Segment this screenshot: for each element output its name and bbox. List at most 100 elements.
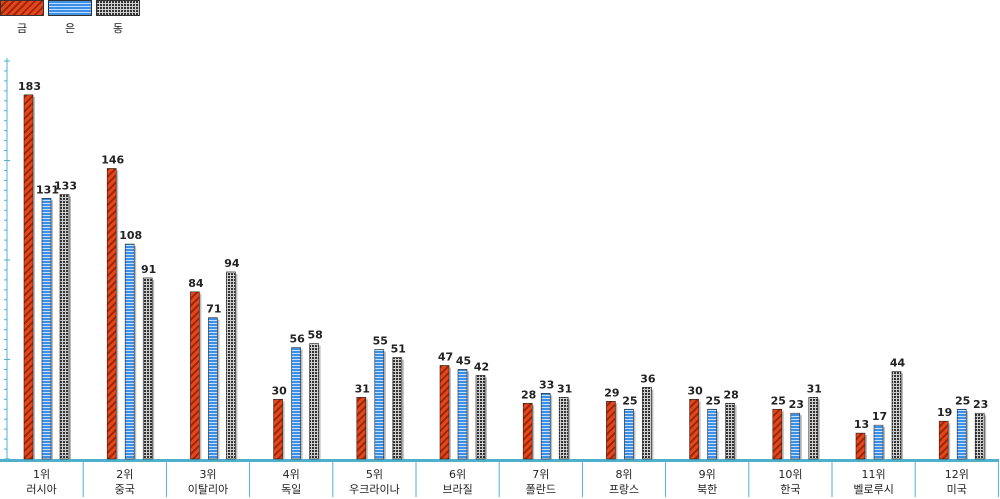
data-label-silver: 23 [789,398,804,411]
bar-silver [41,198,52,460]
bar-gold [273,398,283,460]
bar-silver [873,424,884,460]
data-label-bronze: 58 [307,329,322,342]
data-label-gold: 28 [521,388,536,401]
x-tick-rank: 5위 [366,468,383,481]
bars-layer [23,94,987,460]
bar-gold [689,398,699,460]
x-tick-country: 러시아 [26,483,56,496]
x-tick-country: 프랑스 [609,483,639,496]
bar-silver [624,408,634,460]
data-label-bronze: 51 [391,343,406,356]
x-tick-rank: 10위 [778,468,802,481]
bar-bronze [891,371,902,460]
legend-label-bronze: 동 [112,22,124,35]
bar-gold [855,432,866,460]
data-label-gold: 29 [604,386,619,399]
legend-label-silver: 은 [64,22,76,35]
x-tick-rank: 4위 [283,468,300,481]
data-label-gold: 183 [18,80,41,93]
data-label-gold: 25 [771,394,786,407]
legend-item-gold: 금 [0,0,44,36]
x-tick-country: 브라질 [442,483,472,496]
bar-bronze [974,412,985,460]
data-label-gold: 84 [188,277,204,290]
legend-swatch-gold [0,0,44,16]
bar-bronze [558,397,569,460]
x-tick-rank: 12위 [945,468,969,481]
bar-gold [606,400,616,460]
data-label-gold: 30 [687,384,703,397]
bar-gold [772,408,783,460]
axis-layer [0,58,999,497]
x-tick-rank: 1위 [33,468,50,481]
data-label-silver: 108 [119,229,142,242]
data-label-bronze: 44 [890,356,906,369]
data-label-gold: 47 [438,350,453,363]
x-tick-country: 중국 [115,483,135,496]
bar-bronze [59,194,70,460]
bar-bronze [642,387,652,460]
data-label-bronze: 28 [723,388,738,401]
bar-gold [938,420,949,460]
x-tick-country: 독일 [281,482,301,496]
x-tick-country: 벨로루시 [853,483,893,496]
data-label-silver: 45 [456,354,471,367]
legend-swatch-bronze [96,0,140,16]
data-label-bronze: 36 [640,372,656,385]
bar-bronze [475,375,486,460]
data-label-bronze: 133 [54,179,77,192]
x-tick-rank: 9위 [699,468,716,481]
bar-gold [522,402,533,460]
x-tick-rank: 2위 [116,468,133,481]
legend-label-gold: 금 [16,22,28,35]
x-tick-country: 한국 [780,483,800,496]
legend-item-silver: 은 [48,0,92,36]
x-tick-rank: 11위 [862,468,886,481]
x-tick-country: 이탈리아 [188,483,228,496]
x-tick-country: 우크라이나 [349,483,400,496]
bar-silver [291,347,301,460]
x-tick-country: 폴란드 [526,483,556,496]
bar-bronze [142,277,153,460]
x-tick-rank: 8위 [615,468,632,481]
x-tick-country: 미국 [947,483,967,496]
bar-bronze [392,357,403,460]
x-tick-rank: 6위 [449,468,466,481]
data-label-silver: 131 [36,183,59,196]
legend-swatch-silver [48,0,92,16]
data-label-bronze: 31 [557,382,572,395]
bar-silver [457,369,468,460]
data-label-gold: 30 [271,384,287,397]
data-label-silver: 56 [289,333,305,346]
bar-gold [190,291,200,460]
bar-bronze [226,271,236,460]
bar-gold [23,94,34,460]
data-label-silver: 17 [872,410,887,423]
data-label-gold: 13 [854,418,869,431]
bar-silver [208,317,218,460]
bar-silver [374,349,385,460]
data-label-bronze: 23 [973,398,988,411]
x-tick-country: 북한 [697,483,717,496]
bar-silver [540,393,551,460]
data-label-bronze: 31 [807,382,822,395]
x-tick-rank: 3위 [199,468,216,481]
bar-silver [790,412,801,460]
data-label-gold: 146 [101,153,124,166]
legend: 금 은 동 [0,0,150,36]
bar-gold [439,365,450,460]
data-label-gold: 31 [355,382,370,395]
data-label-silver: 71 [206,303,221,316]
bar-silver [956,408,967,460]
bar-bronze [309,343,319,460]
bar-silver [124,243,135,460]
data-label-silver: 25 [705,394,720,407]
bar-bronze [725,402,735,460]
data-label-silver: 33 [539,378,554,391]
legend-item-bronze: 동 [96,0,140,36]
x-tick-rank: 7위 [532,468,549,481]
data-label-silver: 25 [955,394,970,407]
